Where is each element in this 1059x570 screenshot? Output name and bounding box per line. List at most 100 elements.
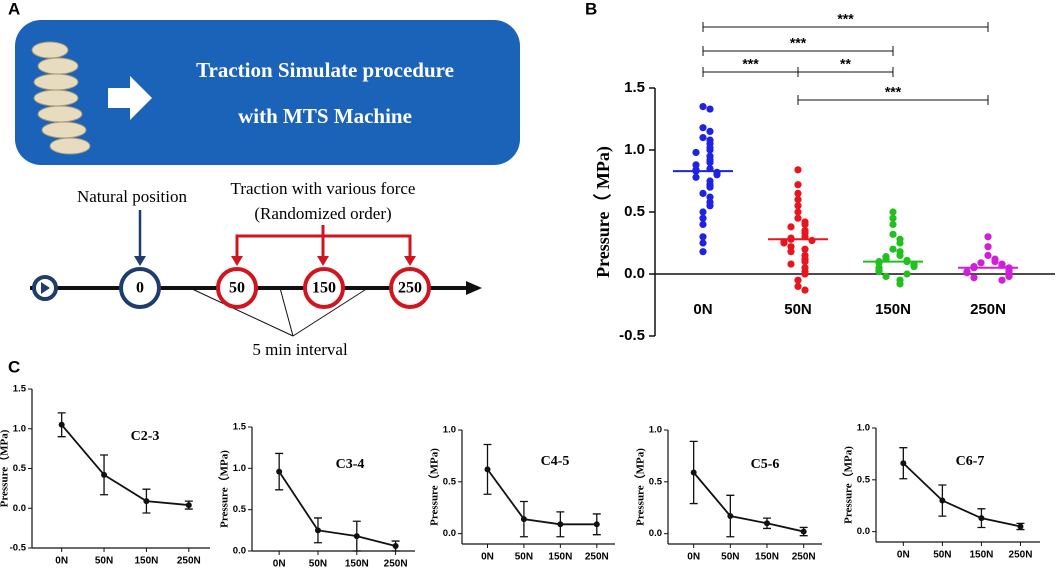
timeline-head — [466, 281, 482, 295]
node-label: 250 — [398, 280, 422, 297]
banner — [15, 20, 520, 165]
y-tick-label: 0.5 — [624, 203, 645, 220]
data-point — [392, 543, 399, 550]
data-point — [808, 236, 816, 245]
data-point — [889, 208, 897, 216]
data-point — [794, 202, 802, 210]
data-point — [801, 220, 809, 228]
data-line — [902, 462, 1021, 528]
banner-text: with MTS Machine — [238, 104, 412, 128]
x-tick-label: 0N — [55, 556, 68, 567]
arrow-head — [134, 256, 146, 266]
y-axis-label: Pressure（MPa) — [0, 429, 11, 507]
data-point — [882, 272, 890, 281]
data-point — [699, 214, 707, 222]
data-point — [706, 183, 714, 191]
x-tick-label: 250N — [585, 552, 609, 563]
x-tick-label: 0N — [693, 301, 712, 318]
x-tick-label: 250N — [1009, 550, 1033, 561]
y-tick-label: 0.0 — [649, 528, 662, 539]
data-line — [278, 471, 396, 547]
data-point — [801, 245, 809, 253]
data-point — [787, 260, 795, 268]
label: Traction with various force — [231, 179, 416, 198]
x-tick-label: 150N — [969, 550, 993, 561]
data-point — [875, 267, 883, 276]
y-axis-label: Pressure（MPa) — [842, 446, 855, 524]
node-label: 0 — [136, 280, 144, 297]
data-point — [692, 148, 700, 157]
data-point — [706, 105, 714, 113]
data-point — [794, 208, 802, 216]
data-point — [314, 527, 321, 534]
y-tick-label: 0.5 — [443, 476, 457, 487]
node — [216, 267, 258, 309]
data-point — [978, 515, 985, 522]
data-point — [706, 193, 714, 201]
chart-title: C6-7 — [956, 454, 985, 469]
data-point — [706, 202, 714, 210]
data-point — [699, 189, 707, 197]
x-tick-label: 150N — [755, 552, 779, 563]
data-point — [963, 269, 971, 277]
data-point — [699, 220, 707, 228]
data-point — [690, 469, 697, 476]
data-point — [727, 513, 734, 520]
y-tick-label: 1.0 — [649, 425, 662, 436]
x-tick-label: 50N — [933, 550, 951, 561]
data-point — [276, 468, 283, 475]
significance-label: *** — [837, 11, 854, 27]
data-point — [910, 262, 918, 271]
panel-label: C — [8, 357, 20, 376]
y-tick-label: 0.5 — [649, 476, 663, 487]
x-tick-label: 0N — [273, 559, 286, 570]
data-point — [801, 258, 809, 266]
data-point — [998, 276, 1006, 284]
y-tick-label: 0.0 — [233, 546, 246, 557]
data-point — [1017, 523, 1024, 530]
data-point — [970, 274, 978, 282]
data-point — [699, 248, 707, 256]
data-point — [593, 521, 600, 528]
data-point — [520, 516, 527, 523]
x-tick-label: 0N — [481, 552, 494, 563]
data-point — [58, 421, 65, 428]
x-tick-label: 250N — [384, 559, 408, 570]
data-point — [900, 460, 907, 467]
y-tick-label: 1.5 — [624, 79, 645, 96]
significance-bracket — [797, 67, 894, 77]
y-tick-label: 1.0 — [13, 423, 26, 434]
data-point — [794, 181, 802, 189]
y-axis-label: Pressure（MPa) — [218, 450, 231, 528]
data-point — [185, 502, 192, 509]
data-point — [692, 173, 700, 181]
arrow-heads — [231, 256, 416, 266]
data-point — [706, 146, 714, 154]
data-point — [794, 214, 802, 222]
x-tick-label: 0N — [687, 552, 700, 563]
chart-title: C3-4 — [336, 457, 365, 472]
data-point — [787, 243, 795, 251]
data-point — [787, 248, 795, 256]
label: (Randomized order) — [254, 204, 391, 223]
significance-label: *** — [885, 84, 902, 100]
data-point — [896, 280, 904, 288]
data-line — [60, 424, 189, 506]
x-tick-label: 50N — [515, 552, 533, 563]
x-tick-label: 150N — [875, 301, 911, 318]
significance-bracket — [702, 46, 894, 56]
data-point — [101, 471, 108, 478]
node — [389, 267, 431, 309]
x-tick-label: 50N — [784, 301, 812, 318]
data-point — [557, 521, 564, 528]
spine-illustration — [31, 41, 91, 155]
y-tick-label: 0.5 — [13, 463, 27, 474]
data-point — [713, 171, 721, 179]
x-tick-label: 250N — [177, 556, 201, 567]
significance-label: ** — [840, 56, 851, 72]
data-point — [984, 251, 992, 259]
x-tick-label: 250N — [970, 301, 1006, 318]
node-label: 150 — [312, 280, 336, 297]
data-point — [794, 166, 802, 174]
